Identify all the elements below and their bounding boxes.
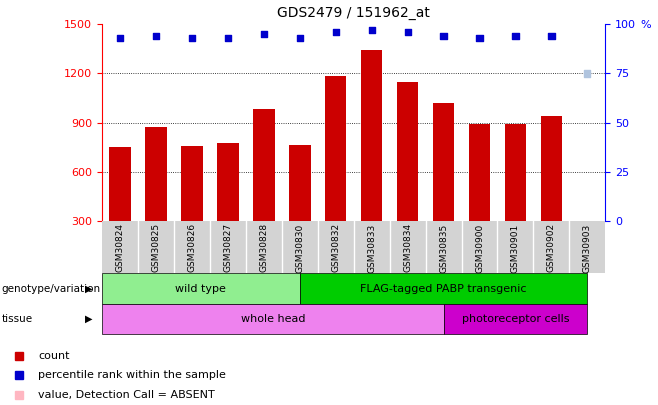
Point <box>546 33 557 39</box>
Text: GSM30830: GSM30830 <box>295 224 304 273</box>
Point <box>151 33 161 39</box>
Bar <box>576 221 598 262</box>
Text: GSM30834: GSM30834 <box>403 224 412 273</box>
Text: percentile rank within the sample: percentile rank within the sample <box>38 370 226 380</box>
Text: GSM30827: GSM30827 <box>223 224 232 273</box>
Text: ▶: ▶ <box>85 284 93 294</box>
Text: genotype/variation: genotype/variation <box>1 284 101 294</box>
Text: photoreceptor cells: photoreceptor cells <box>462 314 569 324</box>
Point <box>295 35 305 41</box>
Bar <box>397 81 418 221</box>
Text: GSM30824: GSM30824 <box>115 224 124 272</box>
Text: FLAG-tagged PABP transgenic: FLAG-tagged PABP transgenic <box>361 284 527 294</box>
Bar <box>300 273 588 304</box>
Text: ▶: ▶ <box>85 314 93 324</box>
Point <box>187 35 197 41</box>
Text: value, Detection Call = ABSENT: value, Detection Call = ABSENT <box>38 390 215 400</box>
Bar <box>181 146 203 221</box>
Bar <box>505 124 526 221</box>
Title: GDS2479 / 151962_at: GDS2479 / 151962_at <box>277 6 430 21</box>
Text: GSM30835: GSM30835 <box>439 224 448 273</box>
Point <box>402 29 413 35</box>
Bar <box>109 147 131 221</box>
Text: GSM30903: GSM30903 <box>583 224 592 273</box>
Bar <box>541 116 562 221</box>
Text: count: count <box>38 351 70 361</box>
Text: GSM30833: GSM30833 <box>367 224 376 273</box>
Bar <box>325 76 347 221</box>
Point <box>114 35 125 41</box>
Text: GSM30826: GSM30826 <box>188 224 196 273</box>
Bar <box>433 103 454 221</box>
Bar <box>217 143 239 221</box>
Point <box>367 27 377 34</box>
Bar <box>102 273 300 304</box>
Point <box>259 31 269 37</box>
Point <box>222 35 233 41</box>
Text: tissue: tissue <box>1 314 32 324</box>
Y-axis label: %: % <box>640 20 651 30</box>
Text: GSM30900: GSM30900 <box>475 224 484 273</box>
Point <box>582 70 593 77</box>
Text: wild type: wild type <box>176 284 226 294</box>
Bar <box>361 51 382 221</box>
Bar <box>253 109 274 221</box>
Text: GSM30901: GSM30901 <box>511 224 520 273</box>
Bar <box>289 145 311 221</box>
Text: whole head: whole head <box>241 314 305 324</box>
Point <box>510 33 520 39</box>
Text: GSM30828: GSM30828 <box>259 224 268 273</box>
Bar <box>468 124 490 221</box>
Text: GSM30902: GSM30902 <box>547 224 556 273</box>
Point <box>438 33 449 39</box>
Bar <box>102 304 443 334</box>
Bar <box>443 304 588 334</box>
Bar <box>145 128 166 221</box>
Text: GSM30825: GSM30825 <box>151 224 161 273</box>
Point <box>474 35 485 41</box>
Text: GSM30832: GSM30832 <box>331 224 340 273</box>
Point <box>330 29 341 35</box>
